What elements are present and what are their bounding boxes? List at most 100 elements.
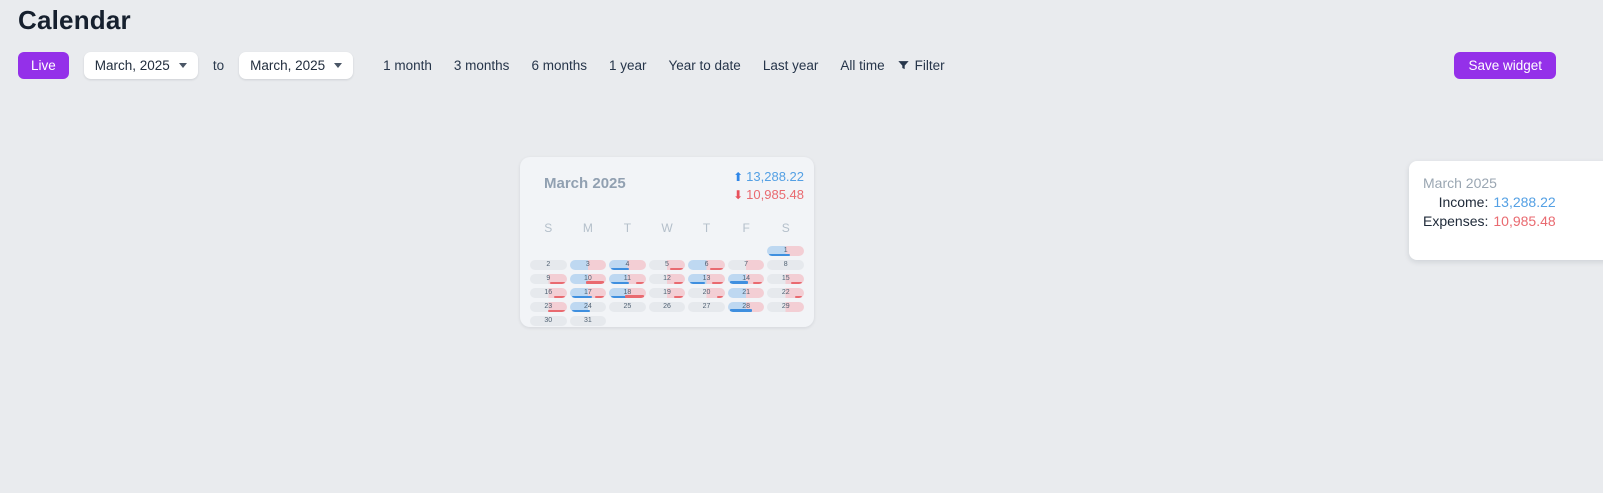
calendar-day-4[interactable]: 4	[609, 260, 646, 270]
arrow-up-icon: ⬆	[733, 170, 744, 184]
chevron-down-icon	[178, 63, 187, 68]
expense-bar	[753, 282, 763, 284]
weekday-label: S	[544, 221, 553, 235]
calendar-day-16[interactable]: 16	[530, 288, 567, 298]
toolbar: Live March, 2025 to March, 2025 1 month …	[0, 52, 1603, 79]
from-month-select[interactable]: March, 2025	[83, 52, 198, 79]
calendar-day-9[interactable]: 9	[530, 274, 567, 284]
range-to-label: to	[212, 58, 225, 73]
tooltip-title: March 2025	[1423, 175, 1497, 191]
calendar-day-8[interactable]: 8	[767, 260, 804, 270]
income-bar	[571, 296, 592, 298]
calendar-day-25[interactable]: 25	[609, 302, 646, 312]
to-month-select[interactable]: March, 2025	[239, 52, 354, 79]
expense-bar	[717, 296, 723, 298]
tooltip-income-value: 13,288.22	[1493, 194, 1556, 210]
calendar-day-14[interactable]: 14	[727, 274, 765, 284]
range-3-months[interactable]: 3 months	[453, 58, 510, 73]
calendar-day-6[interactable]: 6	[688, 260, 725, 270]
calendar-day-22[interactable]: 22	[767, 288, 804, 298]
range-1-year[interactable]: 1 year	[608, 58, 647, 73]
page-title: Calendar	[18, 5, 131, 35]
calendar-day-20[interactable]: 20	[688, 288, 725, 298]
expense-total: 10,985.48	[746, 187, 804, 202]
expense-bar	[553, 296, 565, 298]
range-all-time[interactable]: All time	[840, 58, 885, 73]
expense-bar	[794, 296, 802, 298]
income-bar	[611, 296, 628, 298]
calendar-day-28[interactable]: 28	[727, 302, 765, 312]
income-total: 13,288.22	[746, 169, 804, 184]
calendar-day-31[interactable]: 31	[569, 316, 607, 326]
expense-bar	[549, 282, 565, 284]
income-bar	[611, 282, 630, 284]
calendar-day-5[interactable]: 5	[648, 260, 686, 270]
expense-bar	[711, 282, 723, 284]
range-year-to-date[interactable]: Year to date	[668, 58, 741, 73]
calendar-day-27[interactable]: 27	[688, 302, 725, 312]
tooltip-expenses-value: 10,985.48	[1493, 213, 1556, 229]
tooltip-income-label: Income:	[1438, 194, 1489, 210]
weekday-label: W	[661, 221, 673, 235]
calendar-day-10[interactable]: 10	[569, 274, 607, 284]
calendar-day-30[interactable]: 30	[530, 316, 567, 326]
calendar-day-19[interactable]: 19	[648, 288, 686, 298]
expense-total-row: ⬇ 10,985.48	[733, 186, 804, 204]
calendar-day-26[interactable]: 26	[648, 302, 686, 312]
calendar-day-7[interactable]: 7	[727, 260, 765, 270]
expense-bar	[595, 296, 605, 298]
income-bar	[729, 309, 752, 312]
expense-bar	[548, 310, 565, 312]
expense-bar	[674, 296, 684, 298]
calendar-day-12[interactable]: 12	[648, 274, 686, 284]
weekday-label: T	[702, 221, 711, 235]
filter-label: Filter	[914, 58, 945, 73]
calendar-day-29[interactable]: 29	[767, 302, 804, 312]
arrow-down-icon: ⬇	[733, 188, 744, 202]
expense-bar	[674, 282, 684, 284]
income-bar	[690, 282, 705, 284]
income-bar	[571, 310, 590, 312]
income-bar	[611, 268, 630, 270]
to-month-value: March, 2025	[250, 58, 326, 73]
calendar-totals: ⬆ 13,288.22 ⬇ 10,985.48	[733, 165, 804, 204]
range-1-month[interactable]: 1 month	[383, 58, 432, 73]
calendar-month-title: March 2025	[544, 175, 626, 192]
save-widget-button[interactable]: Save widget	[1454, 52, 1556, 79]
expense-bar	[670, 268, 684, 270]
income-total-row: ⬆ 13,288.22	[733, 168, 804, 186]
expense-bar	[791, 282, 802, 284]
weekday-label: T	[623, 221, 632, 235]
calendar-day-1[interactable]: 1	[767, 246, 804, 256]
calendar-day-21[interactable]: 21	[727, 288, 765, 298]
calendar-header: March 2025 ⬆ 13,288.22 ⬇ 10,985.48	[530, 165, 804, 204]
chevron-down-icon	[334, 63, 343, 68]
income-bar	[769, 254, 790, 256]
calendar-day-3[interactable]: 3	[569, 260, 607, 270]
expense-bar	[636, 282, 644, 284]
calendar-day-18[interactable]: 18	[609, 288, 646, 298]
expense-bar	[585, 281, 605, 284]
calendar-month-card: March 2025 ⬆ 13,288.22 ⬇ 10,985.48 S M T W…	[520, 157, 814, 327]
expense-bar	[710, 268, 723, 270]
filter-button[interactable]: Filter	[897, 58, 945, 73]
calendar-day-11[interactable]: 11	[609, 274, 646, 284]
calendar-day-23[interactable]: 23	[530, 302, 567, 312]
calendar-day-17[interactable]: 17	[569, 288, 607, 298]
range-6-months[interactable]: 6 months	[531, 58, 587, 73]
from-month-value: March, 2025	[94, 58, 170, 73]
weekday-header-row: S M T W T F S	[530, 221, 804, 235]
range-last-year[interactable]: Last year	[762, 58, 819, 73]
weekday-label: F	[742, 221, 750, 235]
weekday-label: M	[582, 221, 593, 235]
income-bar	[729, 281, 749, 284]
tooltip-expenses-label: Expenses:	[1423, 213, 1489, 229]
range-presets: 1 month 3 months 6 months 1 year Year to…	[383, 58, 884, 73]
weekday-label: S	[781, 221, 790, 235]
filter-icon	[897, 59, 910, 72]
live-button[interactable]: Live	[18, 52, 69, 79]
calendar-day-15[interactable]: 15	[767, 274, 804, 284]
calendar-day-24[interactable]: 24	[569, 302, 607, 312]
calendar-day-2[interactable]: 2	[530, 260, 567, 270]
calendar-day-13[interactable]: 13	[688, 274, 725, 284]
